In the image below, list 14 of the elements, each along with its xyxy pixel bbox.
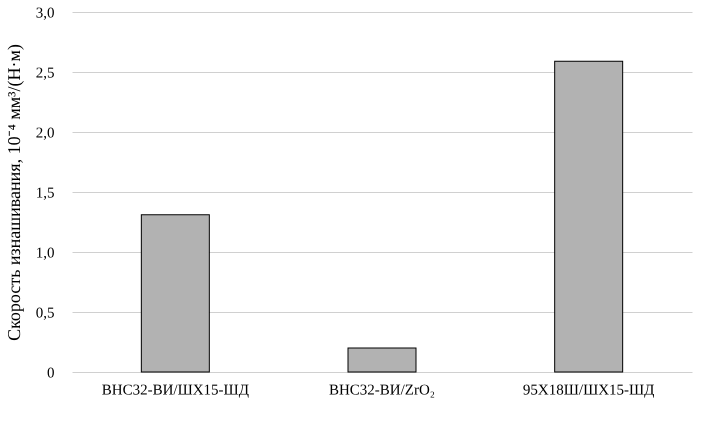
bar (554, 60, 624, 372)
y-tick-label: 3,0 (36, 6, 54, 22)
x-tick-label: ВНС32-ВИ/ZrO₂ (328, 382, 436, 398)
x-tick-label: ВНС32-ВИ/ШХ15-ШД (102, 382, 249, 398)
y-axis-title: Скорость изнашивания, 10⁻⁴ мм³/(Н·м) (4, 44, 24, 341)
x-tick-label: 95Х18Ш/ШХ15-ШД (522, 382, 654, 398)
y-tick-label: 2,0 (36, 126, 54, 142)
y-tick-label: 1,0 (36, 246, 54, 262)
bar (348, 348, 416, 372)
y-tick-label: 2,5 (36, 66, 54, 82)
y-tick-label: 0,5 (36, 306, 54, 322)
y-tick-label: 0 (47, 366, 54, 382)
bar (140, 214, 210, 372)
y-tick-label: 1,5 (36, 186, 54, 202)
